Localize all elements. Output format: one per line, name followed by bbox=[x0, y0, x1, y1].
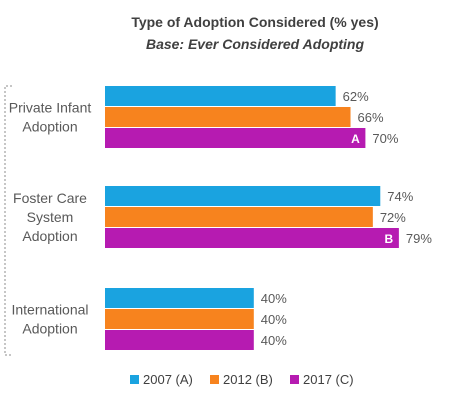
legend-label: 2012 (B) bbox=[223, 372, 273, 387]
legend-swatch bbox=[210, 375, 219, 384]
value-label: 79% bbox=[406, 231, 432, 246]
bar bbox=[105, 86, 336, 106]
value-label: 40% bbox=[261, 291, 287, 306]
significance-markers: AB bbox=[351, 132, 393, 246]
bar bbox=[105, 207, 373, 227]
legend-label: 2017 (C) bbox=[303, 372, 354, 387]
bar bbox=[105, 128, 366, 148]
bar bbox=[105, 309, 254, 329]
chart-subtitle: Base: Ever Considered Adopting bbox=[146, 36, 365, 52]
value-label: 62% bbox=[343, 89, 369, 104]
value-label: 40% bbox=[261, 312, 287, 327]
category-label: Foster Care System Adoption bbox=[13, 190, 87, 244]
bar bbox=[105, 330, 254, 350]
significance-marker: B bbox=[385, 232, 394, 246]
chart-title: Type of Adoption Considered (% yes) bbox=[131, 14, 378, 30]
category-label: International Adoption bbox=[11, 302, 88, 337]
bar bbox=[105, 186, 381, 206]
bar bbox=[105, 228, 399, 248]
value-label: 66% bbox=[358, 110, 384, 125]
bar bbox=[105, 288, 254, 308]
significance-marker: A bbox=[351, 132, 360, 146]
legend-swatch bbox=[130, 375, 139, 384]
category-bracket bbox=[4, 85, 12, 356]
value-label: 72% bbox=[380, 210, 406, 225]
value-labels: 62% 66% 70% 74% 72%79% 40% 40% 40% bbox=[261, 89, 433, 348]
value-label: 40% bbox=[261, 333, 287, 348]
bar bbox=[105, 107, 351, 127]
value-label: 74% bbox=[387, 189, 413, 204]
bars bbox=[105, 86, 399, 350]
category-labels: Private Infant Adoption Foster Care System A… bbox=[9, 100, 92, 337]
legend-swatch bbox=[290, 375, 299, 384]
legend: 2007 (A) 2012 (B) 2017 (C) bbox=[130, 372, 354, 387]
legend-label: 2007 (A) bbox=[143, 372, 193, 387]
category-label: Private Infant Adoption bbox=[9, 100, 92, 135]
value-label: 70% bbox=[372, 131, 398, 146]
